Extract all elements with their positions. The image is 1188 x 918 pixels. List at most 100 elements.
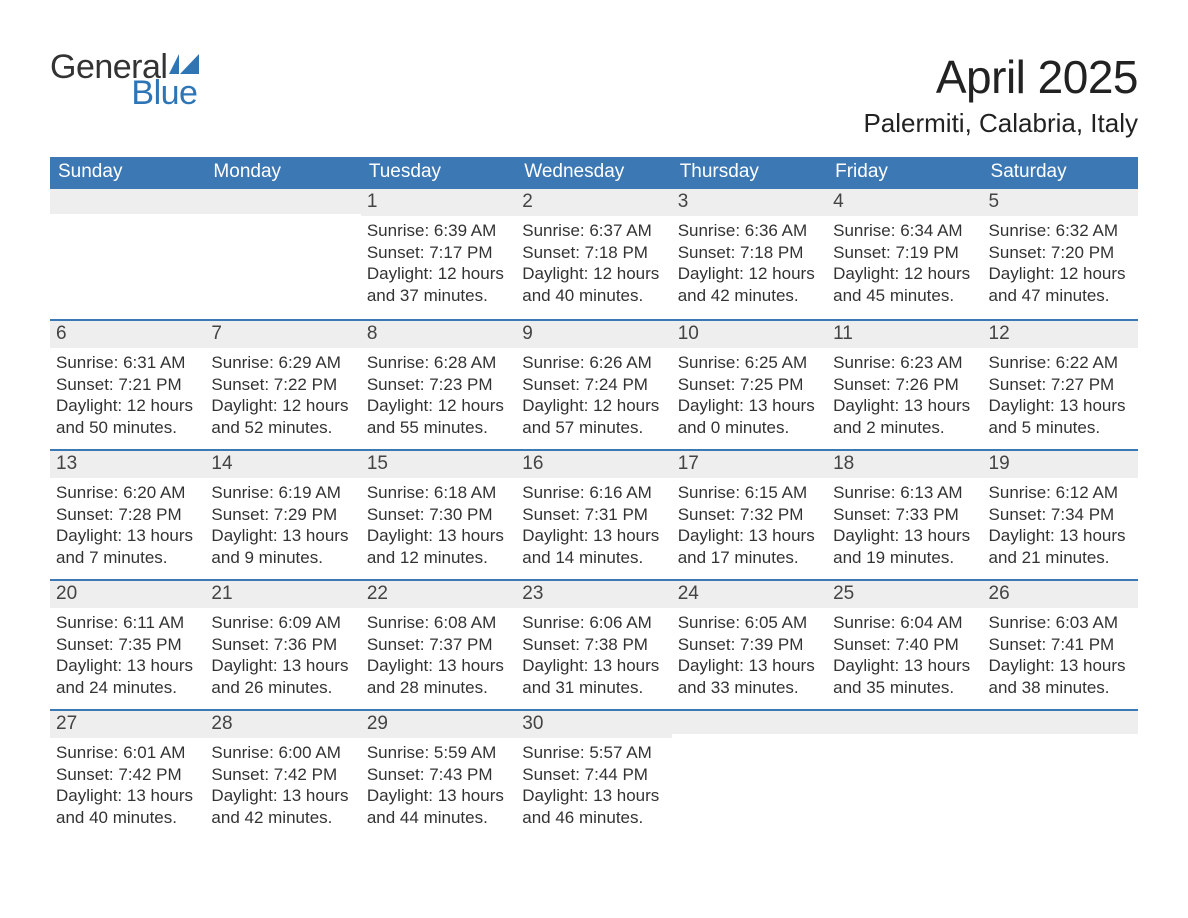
daylight2-text: and 28 minutes. [367, 677, 510, 699]
sunset-text: Sunset: 7:27 PM [989, 374, 1132, 396]
day-details: Sunrise: 6:01 AMSunset: 7:42 PMDaylight:… [50, 738, 205, 835]
day-details: Sunrise: 6:39 AMSunset: 7:17 PMDaylight:… [361, 216, 516, 313]
day-number: 16 [516, 449, 671, 478]
calendar-cell: 20Sunrise: 6:11 AMSunset: 7:35 PMDayligh… [50, 579, 205, 709]
sunset-text: Sunset: 7:31 PM [522, 504, 665, 526]
calendar-cell: 24Sunrise: 6:05 AMSunset: 7:39 PMDayligh… [672, 579, 827, 709]
daylight1-text: Daylight: 13 hours [522, 785, 665, 807]
day-details: Sunrise: 6:05 AMSunset: 7:39 PMDaylight:… [672, 608, 827, 705]
daylight1-text: Daylight: 13 hours [56, 655, 199, 677]
calendar-cell: 16Sunrise: 6:16 AMSunset: 7:31 PMDayligh… [516, 449, 671, 579]
sunrise-text: Sunrise: 6:31 AM [56, 352, 199, 374]
calendar-cell: 29Sunrise: 5:59 AMSunset: 7:43 PMDayligh… [361, 709, 516, 839]
sunrise-text: Sunrise: 6:01 AM [56, 742, 199, 764]
sunset-text: Sunset: 7:22 PM [211, 374, 354, 396]
daylight2-text: and 12 minutes. [367, 547, 510, 569]
calendar-cell: 17Sunrise: 6:15 AMSunset: 7:32 PMDayligh… [672, 449, 827, 579]
day-number: 18 [827, 449, 982, 478]
sunset-text: Sunset: 7:18 PM [678, 242, 821, 264]
daylight2-text: and 55 minutes. [367, 417, 510, 439]
calendar-cell: 10 Sunrise: 6:25 AMSunset: 7:25 PMDayligh… [672, 319, 827, 449]
day-number: 25 [827, 579, 982, 608]
daylight1-text: Daylight: 13 hours [833, 395, 976, 417]
day-details: Sunrise: 6:22 AMSunset: 7:27 PMDaylight:… [983, 348, 1138, 445]
sunrise-text: Sunrise: 6:36 AM [678, 220, 821, 242]
day-details: Sunrise: 6:31 AMSunset: 7:21 PMDaylight:… [50, 348, 205, 445]
day-number: 15 [361, 449, 516, 478]
daylight1-text: Daylight: 13 hours [678, 395, 821, 417]
daylight2-text: and 46 minutes. [522, 807, 665, 829]
daylight1-text: Daylight: 13 hours [211, 525, 354, 547]
calendar-cell [672, 709, 827, 839]
daylight1-text: Daylight: 13 hours [367, 655, 510, 677]
day-details [205, 214, 360, 224]
day-details [50, 214, 205, 224]
sunset-text: Sunset: 7:40 PM [833, 634, 976, 656]
day-details: Sunrise: 6:26 AMSunset: 7:24 PMDaylight:… [516, 348, 671, 445]
day-number: 17 [672, 449, 827, 478]
sunset-text: Sunset: 7:36 PM [211, 634, 354, 656]
sunset-text: Sunset: 7:25 PM [678, 374, 821, 396]
sunset-text: Sunset: 7:44 PM [522, 764, 665, 786]
calendar-cell: 21Sunrise: 6:09 AMSunset: 7:36 PMDayligh… [205, 579, 360, 709]
brand-logo: General Blue [50, 50, 199, 110]
day-number: 12 [983, 319, 1138, 348]
sunset-text: Sunset: 7:21 PM [56, 374, 199, 396]
sunset-text: Sunset: 7:38 PM [522, 634, 665, 656]
day-details: Sunrise: 6:23 AMSunset: 7:26 PMDaylight:… [827, 348, 982, 445]
daylight2-text: and 47 minutes. [989, 285, 1132, 307]
sunset-text: Sunset: 7:39 PM [678, 634, 821, 656]
calendar-cell [50, 189, 205, 319]
calendar-cell: 6Sunrise: 6:31 AMSunset: 7:21 PMDaylight… [50, 319, 205, 449]
calendar-cell [827, 709, 982, 839]
sunset-text: Sunset: 7:35 PM [56, 634, 199, 656]
daylight2-text: and 2 minutes. [833, 417, 976, 439]
day-number: 8 [361, 319, 516, 348]
sunset-text: Sunset: 7:28 PM [56, 504, 199, 526]
daylight1-text: Daylight: 13 hours [989, 525, 1132, 547]
day-number: 2 [516, 189, 671, 216]
daylight1-text: Daylight: 13 hours [678, 655, 821, 677]
calendar-week: 6Sunrise: 6:31 AMSunset: 7:21 PMDaylight… [50, 319, 1138, 449]
sunset-text: Sunset: 7:17 PM [367, 242, 510, 264]
calendar-cell: 2Sunrise: 6:37 AMSunset: 7:18 PMDaylight… [516, 189, 671, 319]
sunrise-text: Sunrise: 6:25 AM [678, 352, 821, 374]
weekday-header: Monday [205, 157, 360, 189]
day-details: Sunrise: 5:59 AMSunset: 7:43 PMDaylight:… [361, 738, 516, 835]
daylight1-text: Daylight: 13 hours [211, 655, 354, 677]
sunrise-text: Sunrise: 6:08 AM [367, 612, 510, 634]
day-number: 20 [50, 579, 205, 608]
sunrise-text: Sunrise: 6:28 AM [367, 352, 510, 374]
daylight1-text: Daylight: 12 hours [56, 395, 199, 417]
day-details [827, 734, 982, 744]
sunrise-text: Sunrise: 6:39 AM [367, 220, 510, 242]
day-details [983, 734, 1138, 744]
calendar-page: General Blue April 2025 Palermiti, Calab… [0, 0, 1188, 869]
calendar-cell: 1Sunrise: 6:39 AMSunset: 7:17 PMDaylight… [361, 189, 516, 319]
daylight1-text: Daylight: 12 hours [211, 395, 354, 417]
sunset-text: Sunset: 7:33 PM [833, 504, 976, 526]
calendar-cell: 15Sunrise: 6:18 AMSunset: 7:30 PMDayligh… [361, 449, 516, 579]
daylight1-text: Daylight: 13 hours [522, 655, 665, 677]
sunset-text: Sunset: 7:19 PM [833, 242, 976, 264]
day-number: 10 [672, 319, 827, 348]
day-details: Sunrise: 6:09 AMSunset: 7:36 PMDaylight:… [205, 608, 360, 705]
daylight2-text: and 19 minutes. [833, 547, 976, 569]
day-number: 7 [205, 319, 360, 348]
day-number: 3 [672, 189, 827, 216]
calendar-body: 1Sunrise: 6:39 AMSunset: 7:17 PMDaylight… [50, 189, 1138, 839]
day-number: 29 [361, 709, 516, 738]
day-number: 5 [983, 189, 1138, 216]
day-number: 27 [50, 709, 205, 738]
calendar-cell [205, 189, 360, 319]
day-details: Sunrise: 6:32 AMSunset: 7:20 PMDaylight:… [983, 216, 1138, 313]
sunset-text: Sunset: 7:43 PM [367, 764, 510, 786]
day-details: Sunrise: 6:12 AMSunset: 7:34 PMDaylight:… [983, 478, 1138, 575]
daylight1-text: Daylight: 12 hours [678, 263, 821, 285]
day-number [827, 709, 982, 734]
sunrise-text: Sunrise: 6:20 AM [56, 482, 199, 504]
day-details: Sunrise: 6:04 AMSunset: 7:40 PMDaylight:… [827, 608, 982, 705]
calendar-cell: 23Sunrise: 6:06 AMSunset: 7:38 PMDayligh… [516, 579, 671, 709]
daylight1-text: Daylight: 13 hours [678, 525, 821, 547]
calendar-week: 27Sunrise: 6:01 AMSunset: 7:42 PMDayligh… [50, 709, 1138, 839]
